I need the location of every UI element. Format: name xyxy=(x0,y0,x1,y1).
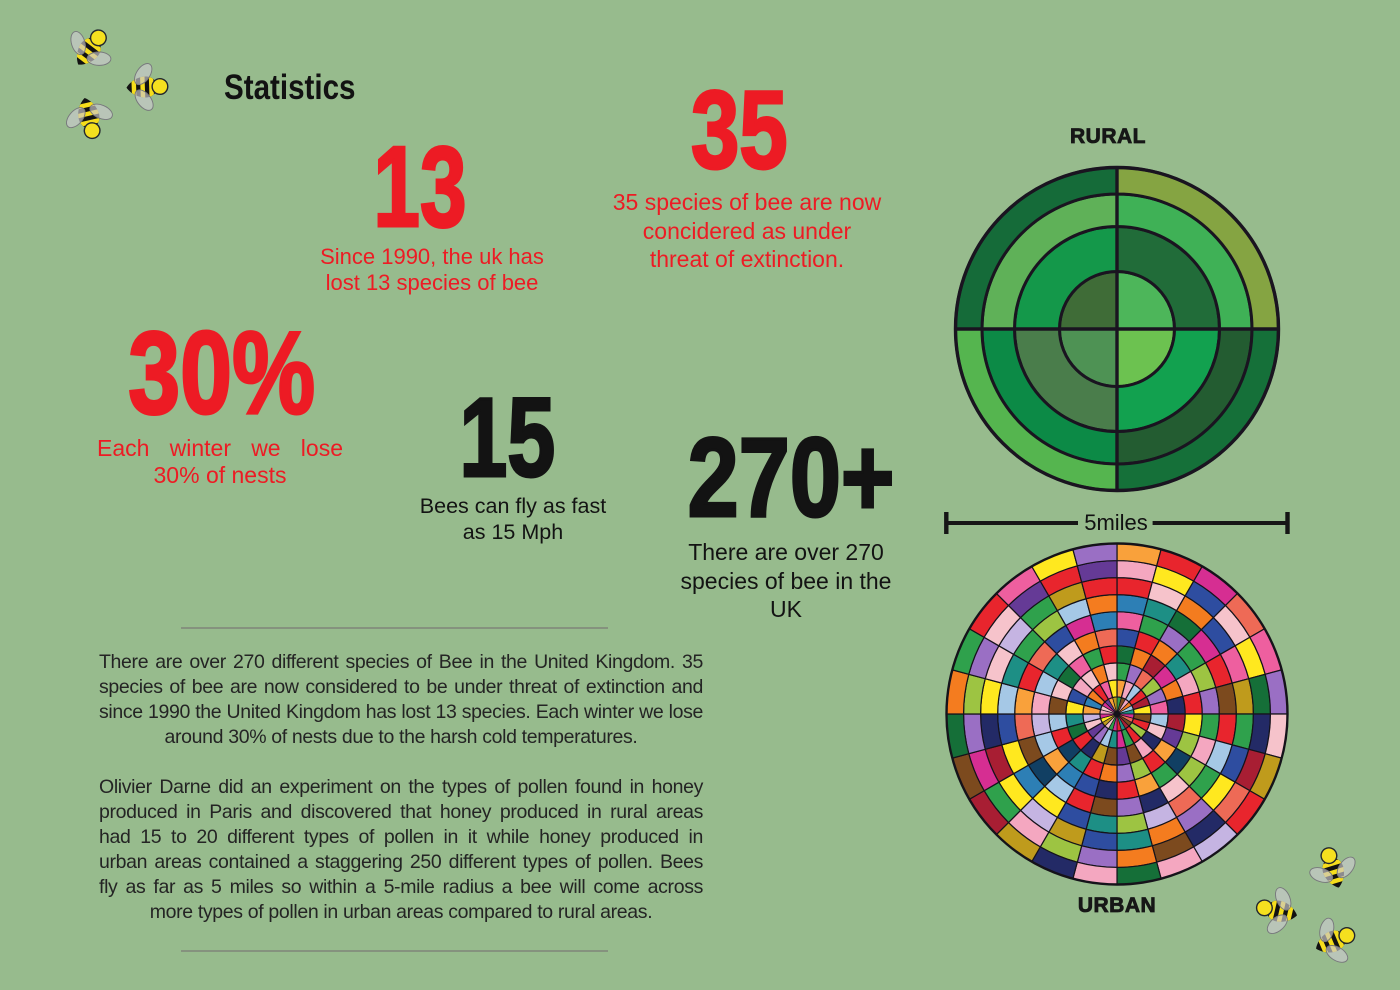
svg-text:5miles: 5miles xyxy=(1084,510,1148,535)
